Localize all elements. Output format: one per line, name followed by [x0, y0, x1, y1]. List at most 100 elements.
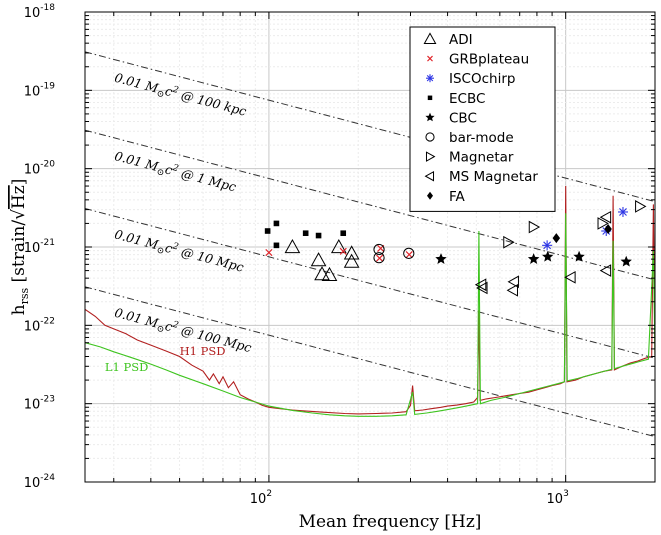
legend-label: bar-mode — [449, 130, 514, 146]
data-point-grbplateau — [376, 254, 384, 262]
data-point-ecbc — [315, 232, 322, 239]
marker-shape — [427, 55, 433, 62]
reference-line — [85, 129, 655, 281]
data-point-cbc — [620, 255, 632, 267]
marker-shape — [302, 230, 309, 237]
axis-ticks — [85, 11, 656, 483]
marker-shape — [635, 200, 647, 213]
psd-label: L1 PSD — [105, 360, 148, 374]
marker-shape — [343, 253, 360, 268]
legend-label: MS Magnetar — [449, 169, 538, 185]
legend-label: ISCOchirp — [449, 71, 515, 87]
legend-marker — [425, 132, 435, 142]
data-point-iscochirp — [542, 240, 553, 251]
y-tick-label: 10-21 — [24, 238, 55, 256]
data-point-magnetar — [503, 235, 515, 249]
reference-line — [85, 208, 655, 359]
marker-shape — [373, 252, 385, 264]
marker-shape — [507, 275, 519, 289]
marker-shape — [315, 232, 322, 239]
legend-marker — [423, 32, 437, 44]
axis-labels: 102 103 10-18 10-19 10-20 10-21 10-22 10-23 10-2… — [9, 3, 569, 532]
y-axis-label-text: hrss [strain/√Hz] — [9, 179, 31, 316]
data-point-magnetar — [528, 220, 541, 234]
data-point-ms-magnetar — [599, 210, 612, 224]
legend-label: GRBplateau — [449, 52, 529, 68]
data-point-bar-mode — [373, 252, 385, 264]
data-point-bar-mode — [373, 243, 385, 256]
marker-shape — [425, 132, 435, 142]
data-point-adi — [321, 266, 338, 282]
legend-marker — [426, 74, 434, 83]
x-tick-label: 102 — [250, 489, 272, 507]
data-point-cbc — [573, 250, 585, 262]
marker-shape — [423, 32, 437, 44]
marker-shape — [340, 230, 347, 237]
data-point-fa — [604, 223, 612, 234]
y-tick-label: 10-22 — [24, 316, 55, 334]
psd-curves — [85, 185, 655, 417]
marker-shape — [503, 235, 515, 249]
data-point-iscochirp — [617, 206, 628, 217]
legend-label: ADI — [449, 32, 473, 48]
y-tick-label: 10-20 — [24, 160, 56, 178]
legend-label: Magnetar — [449, 150, 514, 166]
reference-line — [85, 51, 655, 203]
data-point-ecbc — [340, 230, 347, 237]
marker-shape — [604, 223, 612, 234]
legend-label: CBC — [449, 110, 477, 126]
data-point-ms-magnetar — [506, 283, 518, 297]
y-tick-label: 10-23 — [24, 395, 55, 413]
y-axis-label: hrss [strain/√Hz] — [9, 179, 31, 316]
x-tick-label: 103 — [547, 489, 569, 507]
legend-marker — [425, 151, 436, 162]
marker-shape — [373, 243, 385, 256]
data-point-ms-magnetar — [474, 278, 487, 292]
psd-label: H1 PSD — [180, 344, 226, 358]
marker-shape — [427, 95, 433, 101]
marker-shape — [284, 238, 301, 254]
data-point-grbplateau — [265, 248, 273, 257]
data-point-grbplateau — [339, 247, 347, 255]
marker-shape — [403, 247, 415, 259]
marker-shape — [425, 151, 436, 162]
data-point-adi — [330, 238, 347, 254]
marker-shape — [599, 264, 612, 277]
data-point-ecbc — [264, 228, 271, 234]
marker-shape — [264, 228, 271, 234]
legend-marker — [427, 55, 433, 62]
marker-shape — [427, 191, 433, 200]
marker-shape — [273, 242, 280, 249]
data-point-adi — [310, 252, 327, 267]
marker-shape — [543, 241, 552, 250]
legend-marker — [427, 95, 433, 101]
marker-shape — [405, 251, 413, 259]
data-point-ms-magnetar — [599, 264, 612, 277]
data-point-cbc — [527, 253, 540, 264]
marker-shape — [435, 253, 447, 264]
data-point-cbc — [435, 253, 447, 264]
data-point-grbplateau — [405, 251, 413, 259]
marker-shape — [474, 278, 487, 292]
legend-label: FA — [449, 189, 466, 205]
marker-shape — [597, 217, 609, 230]
data-point-adi — [314, 266, 330, 281]
y-tick-label: 10-18 — [24, 3, 56, 21]
data-markers — [264, 200, 647, 297]
x-axis-label: Mean frequency [Hz] — [299, 512, 482, 532]
data-point-ecbc — [302, 230, 309, 237]
marker-shape — [527, 253, 540, 264]
data-point-adi — [284, 238, 301, 254]
data-point-ms-magnetar — [564, 270, 576, 284]
marker-shape — [476, 281, 488, 295]
data-point-magnetar — [635, 200, 647, 213]
marker-shape — [564, 270, 576, 284]
data-point-cbc — [542, 250, 554, 262]
marker-shape — [599, 210, 612, 224]
data-point-ms-magnetar — [507, 275, 519, 289]
legend-marker — [424, 170, 435, 182]
marker-shape — [343, 245, 360, 260]
data-point-bar-mode — [403, 247, 415, 259]
data-point-adi — [343, 245, 360, 260]
